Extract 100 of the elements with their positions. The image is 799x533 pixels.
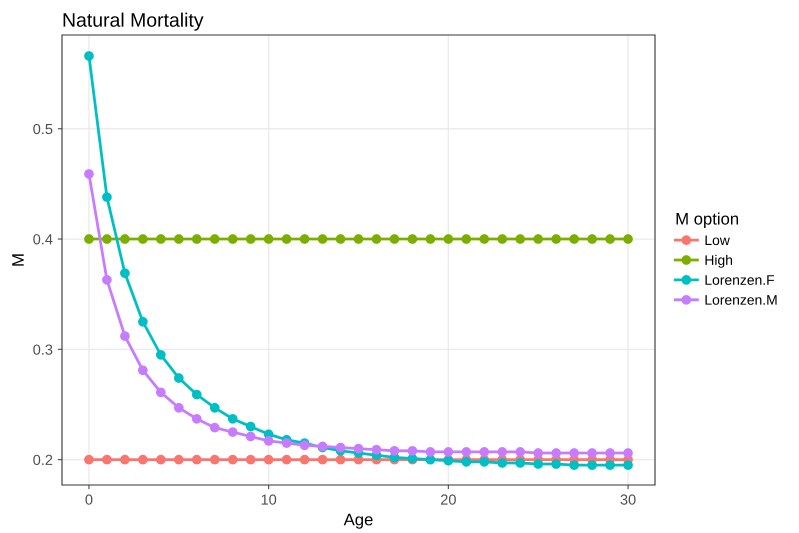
point	[102, 454, 112, 464]
point	[551, 234, 562, 244]
point	[174, 373, 184, 383]
point	[210, 402, 220, 413]
point	[156, 234, 166, 244]
point	[336, 454, 346, 464]
point	[533, 448, 544, 458]
point	[354, 444, 364, 454]
point	[443, 234, 454, 244]
point	[587, 448, 597, 458]
y-tick-label: 0.3	[33, 344, 52, 355]
point	[336, 442, 346, 452]
point	[515, 447, 526, 457]
point	[174, 234, 184, 244]
point	[210, 454, 220, 464]
point	[156, 387, 166, 398]
point	[551, 448, 562, 458]
point	[264, 234, 274, 244]
point	[533, 459, 544, 469]
point	[102, 274, 112, 285]
point	[587, 234, 597, 244]
point	[282, 438, 292, 448]
point	[605, 448, 615, 458]
point	[246, 454, 256, 464]
point	[174, 454, 184, 464]
y-tick-label: 0.4	[33, 234, 53, 244]
point	[426, 234, 436, 244]
point	[264, 436, 274, 446]
x-tick-label: 20	[440, 494, 456, 505]
point	[138, 316, 148, 327]
point	[623, 234, 633, 244]
legend-title: M option	[676, 212, 738, 228]
point	[587, 460, 597, 470]
point	[120, 331, 130, 341]
point	[497, 458, 508, 468]
point	[372, 234, 382, 244]
point	[246, 422, 256, 432]
point	[228, 454, 238, 464]
point	[605, 234, 615, 244]
point	[300, 440, 310, 450]
chart-title: Natural Mortality	[64, 12, 204, 31]
point	[120, 454, 130, 464]
point	[497, 447, 508, 457]
point	[192, 234, 202, 244]
point	[569, 460, 579, 470]
point	[192, 454, 202, 464]
point	[408, 234, 418, 244]
point	[138, 454, 148, 464]
point	[408, 446, 418, 456]
point	[533, 234, 544, 244]
legend-label: Lorenzen.M	[706, 295, 777, 305]
point	[372, 444, 382, 455]
point	[390, 234, 400, 244]
point	[210, 234, 220, 244]
point	[461, 456, 472, 467]
x-tick-label: 10	[262, 494, 276, 505]
point	[246, 432, 256, 442]
legend-label: High	[706, 254, 732, 268]
point	[84, 169, 94, 179]
point	[84, 454, 94, 464]
point	[156, 350, 166, 360]
point	[192, 390, 202, 400]
y-axis-title: M	[12, 254, 24, 266]
point	[623, 448, 633, 458]
x-tick-label: 30	[620, 494, 636, 505]
point	[479, 447, 490, 457]
point	[443, 447, 454, 457]
point	[84, 51, 94, 61]
y-tick-label: 0.5	[33, 124, 52, 134]
point	[515, 234, 526, 244]
point	[102, 192, 112, 202]
legend-label: Lorenzen.F	[706, 275, 774, 285]
point	[102, 234, 112, 244]
point	[300, 234, 310, 244]
point	[138, 234, 148, 244]
point	[336, 234, 346, 244]
point	[228, 234, 238, 244]
point	[461, 447, 472, 457]
point	[479, 234, 490, 244]
point	[318, 234, 328, 244]
point	[569, 234, 579, 244]
point	[461, 234, 472, 244]
point	[623, 460, 633, 470]
point	[282, 454, 292, 464]
x-axis-title: Age	[344, 514, 373, 529]
point	[605, 460, 615, 470]
point	[120, 268, 130, 278]
point	[390, 446, 400, 456]
x-tick-label: 0	[85, 494, 92, 505]
point	[228, 414, 238, 424]
point	[264, 454, 274, 464]
point	[246, 234, 256, 244]
point	[479, 456, 490, 467]
legend-label: Low	[706, 235, 730, 246]
point	[551, 459, 562, 469]
point	[300, 454, 310, 464]
point	[569, 448, 579, 458]
point	[426, 447, 436, 457]
point	[174, 402, 184, 413]
point	[282, 234, 292, 244]
